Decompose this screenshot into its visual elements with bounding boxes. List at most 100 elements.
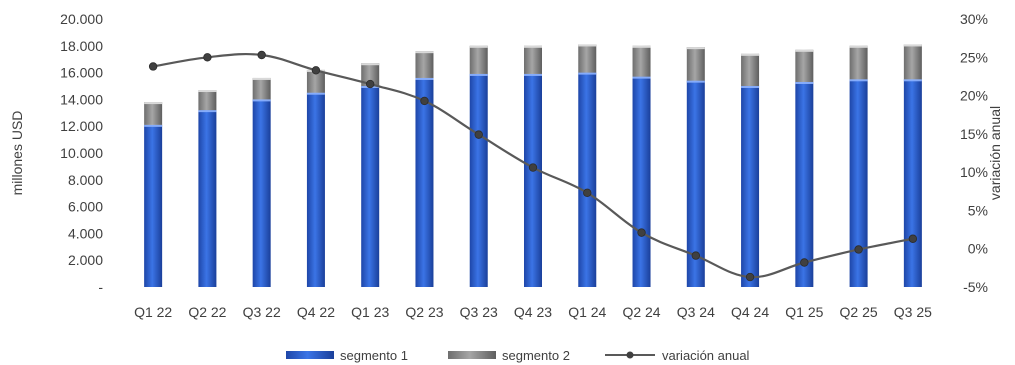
point-variacion-anual (148, 62, 158, 71)
point-variacion-anual (745, 272, 755, 282)
bar-segmento-1 (686, 80, 705, 287)
point-variacion-anual (637, 228, 646, 237)
bar-segmento-1-highlight (469, 73, 488, 76)
point-variacion-anual (800, 258, 809, 267)
bar-segmento-1-highlight (903, 79, 922, 82)
bar-segmento-1-highlight (578, 72, 597, 75)
bar-segmento-1-highlight (306, 92, 325, 95)
bar-segmento-2 (849, 45, 868, 80)
bar-segmento-2-highlight (415, 51, 434, 54)
point-variacion-anual (311, 66, 321, 75)
bar-segmento-2 (686, 47, 705, 81)
x-tick-label: Q3 22 (243, 304, 281, 320)
point-variacion-anual (257, 50, 266, 60)
y-right-tick-label: 0% (968, 241, 988, 257)
bar-segmento-2-highlight (469, 45, 488, 48)
bar-stack (469, 45, 488, 287)
bar-segmento-1-highlight (252, 99, 271, 102)
bar-stack (578, 44, 597, 287)
bar-segmento-2-highlight (578, 44, 597, 47)
bar-segmento-2-highlight (795, 49, 814, 52)
x-tick-label: Q4 22 (297, 304, 335, 320)
bar-segmento-1 (415, 77, 434, 288)
bar-segmento-2 (524, 45, 542, 74)
y-left-tick-label: 14.000 (60, 91, 103, 107)
x-tick-label: Q3 23 (460, 304, 498, 320)
bar-segmento-1 (198, 110, 217, 288)
point-variacion-anual (474, 130, 483, 139)
bar-segmento-2 (361, 63, 380, 86)
bar-segmento-2 (469, 45, 488, 74)
y-axis-left-title: millones USD (9, 111, 25, 196)
bar-segmento-2 (415, 51, 434, 78)
y-left-tick-label: 16.000 (60, 65, 103, 81)
bar-segmento-2 (306, 69, 325, 93)
legend-label-segmento-1: segmento 1 (340, 348, 408, 363)
bar-segmento-2 (144, 102, 163, 125)
y-left-tick-label: 6.000 (68, 199, 103, 215)
x-tick-label: Q1 25 (785, 304, 823, 320)
bar-segmento-1-highlight (632, 76, 651, 79)
bar-segmento-1-highlight (741, 86, 760, 88)
bar-segmento-1-highlight (795, 81, 814, 84)
bar-segmento-2 (903, 44, 922, 80)
x-tick-label: Q4 23 (514, 304, 552, 320)
point-variacion-anual (854, 245, 863, 254)
y-right-tick-label: 30% (960, 11, 988, 27)
bar-segmento-1 (903, 79, 922, 287)
legend-item-segmento-1: segmento 1 (286, 348, 408, 363)
bar-segmento-2-highlight (903, 44, 922, 47)
bar-segmento-1 (252, 99, 271, 288)
bar-segmento-2-highlight (198, 90, 217, 93)
bar-segmento-2-highlight (686, 47, 705, 50)
bar-segmento-1 (795, 81, 814, 287)
y-left-tick-label: 2.000 (68, 252, 103, 268)
point-variacion-anual (420, 96, 429, 106)
bar-stack (144, 102, 163, 287)
y-right-tick-label: 15% (960, 126, 988, 142)
bar-segmento-2-highlight (632, 45, 651, 48)
bar-segmento-1-highlight (524, 73, 542, 76)
y-left-tick-label: - (98, 279, 103, 295)
bar-segmento-2 (795, 49, 814, 82)
bar-segmento-2 (198, 90, 217, 111)
y-left-tick-label: 12.000 (60, 118, 103, 134)
bar-segmento-1 (469, 73, 488, 287)
point-variacion-anual (366, 79, 375, 89)
point-variacion-anual (908, 234, 918, 243)
bar-segmento-1 (632, 76, 651, 288)
bar-segmento-1 (741, 86, 760, 287)
bar-segmento-1-highlight (415, 77, 434, 80)
y-right-tick-label: 10% (960, 164, 988, 180)
x-tick-label: Q2 23 (405, 304, 443, 320)
x-tick-label: Q1 23 (351, 304, 389, 320)
x-tick-label: Q2 25 (840, 304, 878, 320)
bar-segmento-2-highlight (849, 45, 868, 48)
legend-label-segmento-2: segmento 2 (502, 348, 570, 363)
bar-segmento-1-highlight (849, 79, 868, 82)
legend-item-variacion-anual: variación anual (605, 348, 750, 363)
y-left-tick-label: 20.000 (60, 11, 103, 27)
legend: segmento 1 segmento 2 variación anual (286, 348, 750, 363)
bar-stack (795, 49, 814, 287)
bar-stack (903, 44, 922, 287)
bar-stack (306, 69, 325, 287)
x-tick-label: Q1 24 (568, 304, 606, 320)
point-variacion-anual (203, 53, 212, 62)
bar-segmento-1 (361, 86, 380, 287)
y-left-tick-label: 10.000 (60, 145, 103, 161)
x-tick-label: Q2 22 (188, 304, 226, 320)
bar-segmento-2 (252, 77, 271, 100)
bar-segmento-2-highlight (524, 45, 542, 48)
bar-segmento-1 (849, 79, 868, 287)
bar-segmento-1-highlight (198, 110, 217, 113)
point-variacion-anual (691, 251, 700, 260)
bar-segmento-2-highlight (144, 102, 163, 105)
legend-label-variacion-anual: variación anual (662, 348, 750, 363)
bar-segmento-2 (632, 45, 651, 77)
bar-stack (849, 45, 868, 287)
bar-segmento-2 (578, 44, 597, 73)
y-left-tick-label: 18.000 (60, 38, 103, 54)
x-tick-label: Q2 24 (622, 304, 660, 320)
